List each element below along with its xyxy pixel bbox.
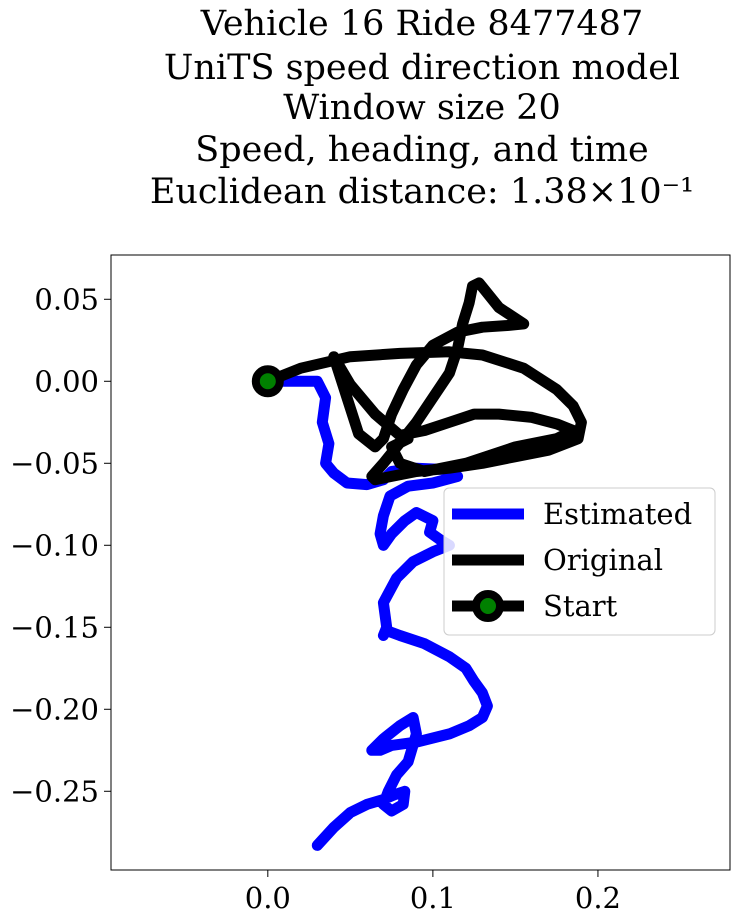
- start-marker: [251, 365, 284, 398]
- title-line: UniTS speed direction model: [164, 48, 680, 88]
- title-line: Vehicle 16 Ride 8477487: [200, 4, 643, 44]
- title-line: Window size 20: [283, 88, 561, 128]
- y-tick-label: −0.25: [10, 774, 99, 808]
- x-tick-label: 0.1: [410, 881, 456, 915]
- y-tick-label: −0.15: [10, 610, 99, 644]
- y-axis: 0.05 0.00 −0.05 −0.10 −0.15 −0.20 −0.25: [10, 282, 111, 808]
- x-axis: 0.0 0.1 0.2: [245, 870, 621, 915]
- x-tick-label: 0.2: [575, 881, 621, 915]
- series-original-line: [262, 277, 587, 486]
- y-tick-label: −0.20: [10, 692, 99, 726]
- legend-start-marker: [472, 590, 504, 622]
- legend: Estimated Original Start: [443, 487, 716, 636]
- title-line: Speed, heading, and time: [195, 130, 648, 170]
- y-tick-label: 0.05: [34, 282, 99, 316]
- plot-frame: [110, 254, 731, 871]
- legend-label: Original: [543, 543, 663, 577]
- title-line: Euclidean distance: 1.38×10⁻¹: [150, 172, 694, 212]
- plot-area: [251, 277, 587, 851]
- legend-label: Start: [543, 589, 618, 623]
- legend-label: Estimated: [543, 497, 692, 531]
- y-tick-label: −0.10: [10, 528, 99, 562]
- x-tick-label: 0.0: [245, 881, 291, 915]
- y-tick-label: 0.00: [34, 364, 99, 398]
- y-tick-label: −0.05: [10, 446, 99, 480]
- legend-box: [443, 487, 716, 636]
